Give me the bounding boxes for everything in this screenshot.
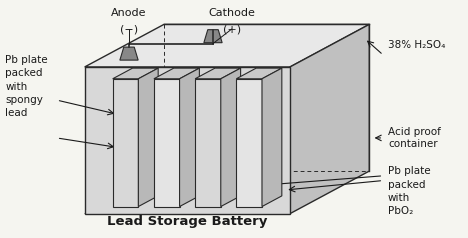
Text: Pb plate
packed
with
spongy
lead: Pb plate packed with spongy lead bbox=[5, 55, 48, 118]
Polygon shape bbox=[236, 68, 282, 79]
Polygon shape bbox=[262, 68, 282, 207]
Text: Cathode: Cathode bbox=[208, 8, 255, 18]
Text: Acid proof
container: Acid proof container bbox=[388, 127, 441, 149]
Polygon shape bbox=[195, 79, 221, 207]
Polygon shape bbox=[290, 24, 369, 214]
Polygon shape bbox=[113, 68, 158, 79]
Text: Lead Storage Battery: Lead Storage Battery bbox=[107, 215, 268, 228]
Polygon shape bbox=[236, 79, 262, 207]
Text: Pb plate
packed
with
PbO₂: Pb plate packed with PbO₂ bbox=[388, 166, 431, 216]
Polygon shape bbox=[154, 68, 199, 79]
Polygon shape bbox=[120, 47, 138, 60]
Text: Anode: Anode bbox=[111, 8, 147, 18]
Polygon shape bbox=[85, 24, 369, 67]
Text: (+): (+) bbox=[223, 24, 241, 34]
Polygon shape bbox=[139, 68, 158, 207]
Polygon shape bbox=[204, 30, 222, 43]
Polygon shape bbox=[180, 68, 199, 207]
Text: (−): (−) bbox=[120, 24, 138, 34]
Polygon shape bbox=[154, 79, 180, 207]
Polygon shape bbox=[85, 67, 290, 214]
Polygon shape bbox=[113, 79, 139, 207]
Text: 38% H₂SO₄: 38% H₂SO₄ bbox=[388, 40, 446, 50]
Polygon shape bbox=[221, 68, 241, 207]
Polygon shape bbox=[195, 68, 241, 79]
